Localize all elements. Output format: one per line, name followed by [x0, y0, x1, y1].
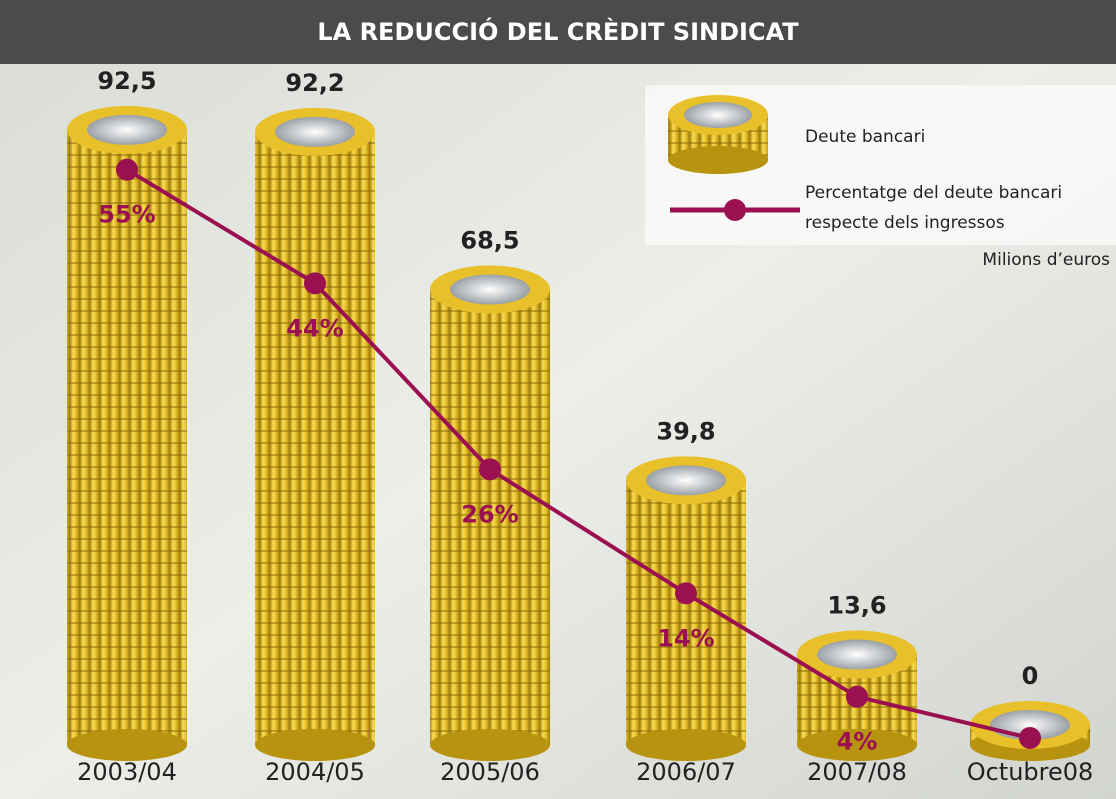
- coin-face: [817, 639, 897, 670]
- legend-coin: [668, 95, 768, 174]
- coin-bottom: [797, 729, 917, 761]
- title-bar: [0, 0, 1116, 64]
- x-tick-label: 2006/07: [636, 758, 736, 786]
- coin-stack: [430, 289, 550, 745]
- x-tick-label: 2007/08: [807, 758, 907, 786]
- value-label: 0: [1022, 662, 1039, 690]
- percent-point: [116, 158, 138, 181]
- coin-face: [87, 114, 167, 145]
- chart-title: LA REDUCCIÓ DEL CRÈDIT SINDICAT: [317, 16, 799, 46]
- coin-face: [275, 116, 355, 147]
- x-tick-label: Octubre08: [967, 758, 1094, 786]
- percent-point: [675, 582, 697, 605]
- legend-label: Deute bancari: [805, 127, 925, 147]
- percent-point: [846, 685, 868, 708]
- coin-stack: [67, 129, 187, 745]
- coin-stack: [626, 480, 746, 745]
- percent-line: [125, 167, 1031, 740]
- coin-bottom: [430, 729, 550, 761]
- x-tick-label: 2005/06: [440, 758, 540, 786]
- legend-label: Percentatge del deute bancari respecte d…: [805, 183, 1063, 233]
- coin-face: [450, 274, 530, 305]
- percent-label: 44%: [286, 314, 343, 342]
- x-tick-label: 2004/05: [265, 758, 365, 786]
- unit-label: Milions d’euros: [982, 250, 1110, 270]
- percent-label: 4%: [837, 728, 878, 756]
- coin-stack: [255, 131, 375, 745]
- percent-label: 14%: [657, 624, 714, 652]
- percent-point: [479, 458, 501, 481]
- legend-dot: [724, 199, 746, 221]
- value-label: 13,6: [827, 592, 886, 620]
- percent-label: 55%: [98, 201, 155, 229]
- legend-text-box: Percentatge del deute bancari respecte d…: [805, 183, 1063, 233]
- value-label: 92,2: [285, 69, 344, 97]
- x-tick-label: 2003/04: [77, 758, 177, 786]
- value-label: 68,5: [460, 226, 519, 254]
- coin-face: [646, 465, 726, 496]
- coin-bottom: [255, 729, 375, 761]
- coin-bottom: [67, 729, 187, 761]
- percent-label: 26%: [461, 500, 518, 528]
- coin-bottom: [626, 729, 746, 761]
- value-label: 92,5: [97, 67, 156, 95]
- percent-point: [1019, 727, 1041, 749]
- percent-point: [304, 272, 326, 295]
- value-label: 39,8: [656, 417, 715, 445]
